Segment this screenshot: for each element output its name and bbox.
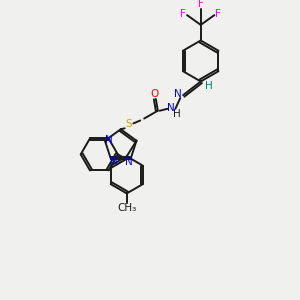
Text: H: H: [205, 81, 212, 91]
Text: N: N: [167, 103, 174, 113]
Text: F: F: [215, 9, 221, 19]
Text: N: N: [174, 89, 182, 99]
Text: F: F: [198, 0, 204, 9]
Text: N: N: [125, 157, 132, 167]
Text: H: H: [173, 109, 181, 119]
Text: S: S: [125, 119, 132, 129]
Text: CH₃: CH₃: [117, 203, 136, 213]
Text: O: O: [151, 89, 159, 99]
Text: F: F: [180, 9, 186, 19]
Text: N: N: [110, 156, 118, 166]
Text: N: N: [105, 135, 113, 145]
